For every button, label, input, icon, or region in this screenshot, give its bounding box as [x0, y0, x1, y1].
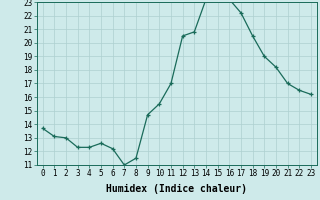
X-axis label: Humidex (Indice chaleur): Humidex (Indice chaleur) — [106, 184, 247, 194]
